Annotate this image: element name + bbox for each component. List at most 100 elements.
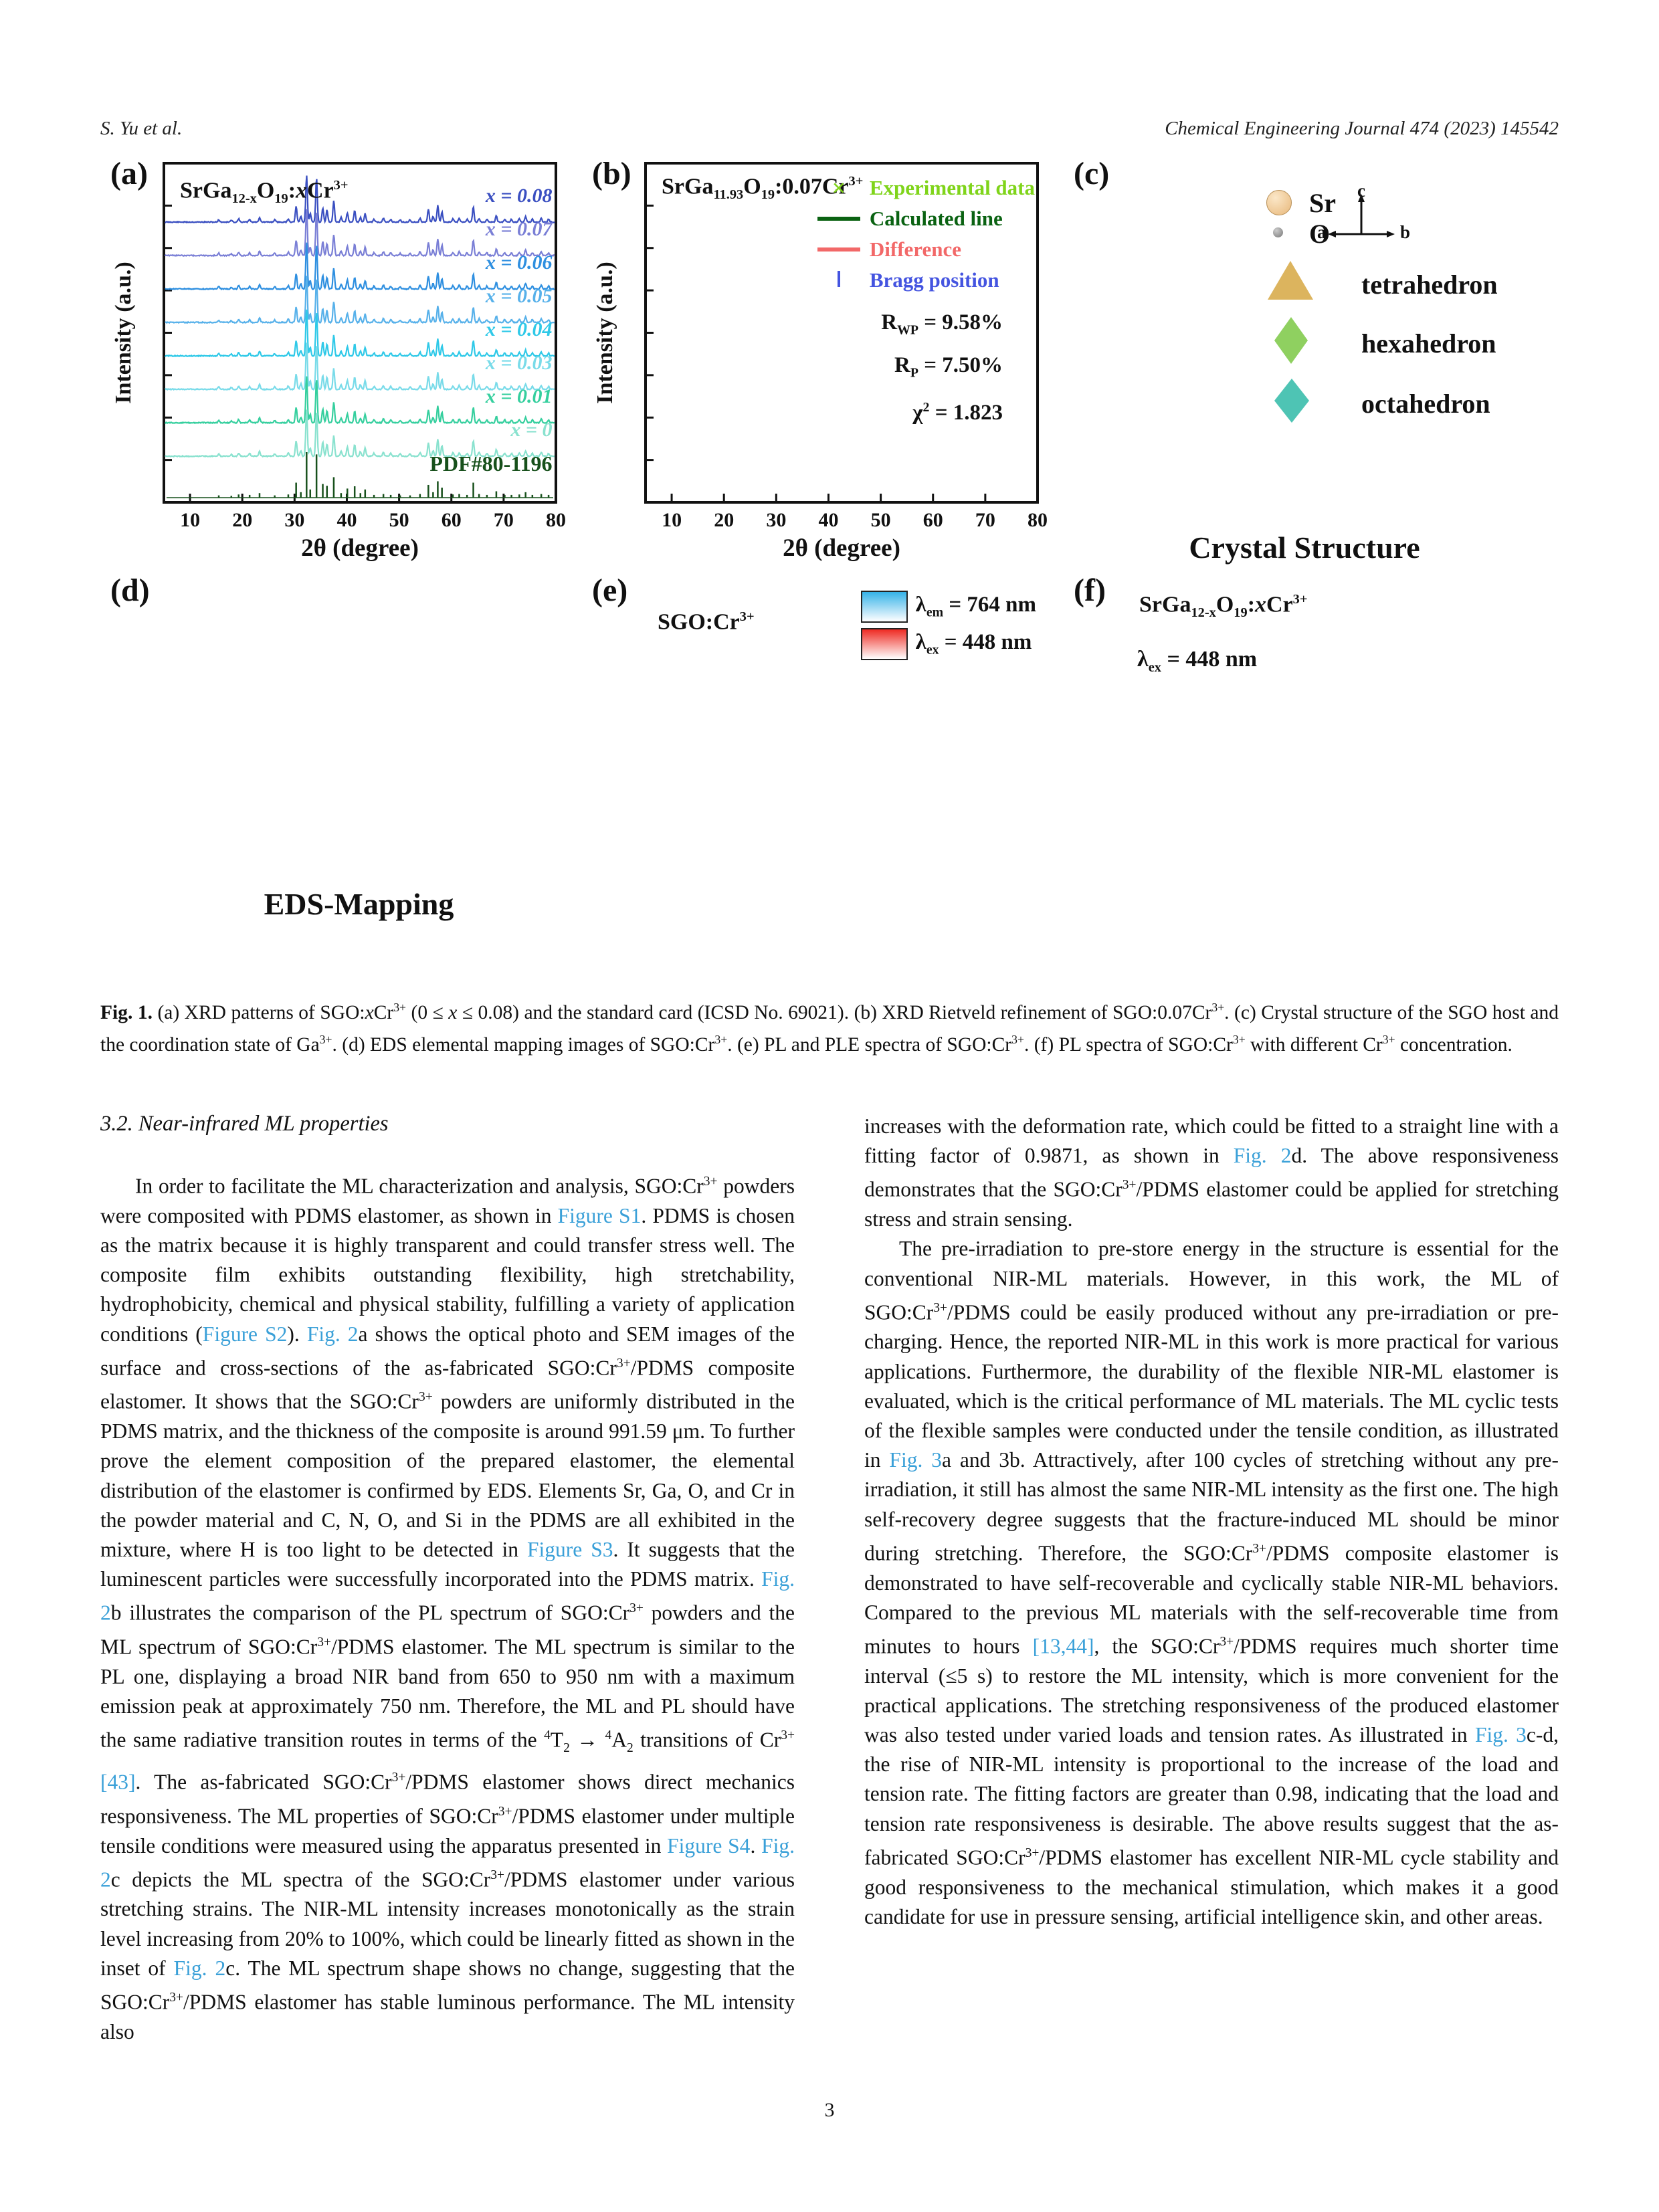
svg-text:30: 30 [284,509,304,531]
text-link[interactable]: Figure S2 [202,1322,288,1346]
eds-maps [110,572,565,880]
svg-text:40: 40 [336,509,357,531]
panel-a-tag: (a) [110,156,148,191]
hexahedron-label: hexahedron [1361,328,1496,359]
svg-text:50: 50 [871,509,891,531]
panel-f-title: SrGa12-xO19:xCr3+ [1139,592,1308,621]
paragraph: increases with the deformation rate, whi… [864,1114,1559,1231]
tetrahedron-label: tetrahedron [1361,270,1498,300]
rwp-value: RWP = 9.58% [881,310,1003,338]
page-header: S. Yu et al. Chemical Engineering Journa… [100,118,1559,140]
sr-legend-label: Sr [1309,188,1336,218]
line-swatch-icon [817,217,860,221]
svg-text:10: 10 [662,509,682,531]
header-journal: Chemical Engineering Journal 474 (2023) … [1165,118,1559,139]
svg-text:x = 0: x = 0 [510,419,552,441]
octahedron-label: octahedron [1361,389,1490,419]
text-link[interactable]: [13,44] [1032,1634,1094,1658]
svg-text:60: 60 [442,509,462,531]
excitation-gradient-icon [860,628,908,660]
panel-eds-mapping: (d) EDS-Mapping [110,572,565,987]
axis-b-label: b [1400,222,1411,242]
text-link[interactable]: Figure S4 [667,1833,751,1857]
svg-text:Intensity (a.u.): Intensity (a.u.) [111,262,136,404]
legend-item: Bragg position [817,265,1035,296]
concentration-inset-chart [1333,589,1534,796]
line-swatch-icon [817,247,860,252]
svg-text:PDF#80-1196: PDF#80-1196 [429,451,552,476]
legend-item: × Experimental data [817,173,1035,203]
panel-b-tag: (b) [592,156,631,191]
svg-text:2θ (degree): 2θ (degree) [783,534,900,562]
svg-text:40: 40 [818,509,838,531]
rp-value: RP = 7.50% [894,353,1003,381]
svg-text:60: 60 [923,509,943,531]
axes-icon [1328,194,1395,237]
right-column: increases with the deformation rate, whi… [864,1112,1559,1932]
panel-pl-concentration: (f) SrGa12-xO19:xCr3+ λex = 448 nm [1074,572,1535,987]
refinement-stats: RWP = 9.58% RP = 7.50% χ2 = 1.823 [881,305,1003,430]
svg-text:10: 10 [180,509,200,531]
svg-text:x = 0.07: x = 0.07 [485,218,553,240]
svg-text:x = 0.06: x = 0.06 [485,252,553,274]
panel-c-tag: (c) [1074,156,1110,191]
svg-text:x = 0.03: x = 0.03 [485,352,553,374]
panel-xrd-patterns: 10 20 30 40 50 60 70 80 2θ (degree) Intensity (a.… [110,155,566,567]
text-link[interactable]: Fig. 2 [306,1322,359,1346]
panel-rietveld: 10 20 30 40 50 60 70 80 2θ (degree) Intensity (a.… [592,155,1048,567]
o-legend-label: O [1309,219,1331,249]
text-link[interactable]: Fig. 3 [889,1448,942,1472]
cross-marker-icon: × [832,175,846,201]
eds-mapping-caption: EDS-Mapping [264,887,454,921]
tetrahedron-icon [1268,261,1313,300]
panel-a-title: SrGa12-xO19:xCr3+ [180,178,349,207]
text-link[interactable]: [43] [100,1770,136,1794]
text-link[interactable]: Fig. 2 [100,1833,795,1892]
legend-item: Calculated line [817,203,1035,234]
crystal-structure-caption: Crystal Structure [1189,530,1420,565]
figure-caption: Fig. 1. (a) XRD patterns of SGO:xCr3+ (0… [100,1001,1559,1055]
text-link[interactable]: Fig. 2 [173,1956,226,1980]
svg-text:x = 0.08: x = 0.08 [485,185,553,207]
svg-text:x = 0.01: x = 0.01 [485,385,553,407]
panel-f-tag: (f) [1074,573,1106,608]
svg-text:x = 0.05: x = 0.05 [485,285,553,307]
svg-text:20: 20 [232,509,252,531]
panel-crystal-structure: (c) Sr O c a b tetrahedron hexahedron oc… [1074,155,1535,573]
svg-text:50: 50 [389,509,409,531]
left-column: 3.2. Near-infrared ML properties In orde… [100,1112,795,2047]
panel-b-title: SrGa11.93O19:0.07Cr3+ [662,174,864,203]
paragraph: In order to facilitate the ML characteri… [100,1174,795,2043]
text-link[interactable]: Figure S1 [557,1203,642,1227]
header-author: S. Yu et al. [100,118,183,139]
axis-c-label: c [1357,181,1365,201]
sr-atom-icon [1266,190,1292,215]
svg-text:2θ (degree): 2θ (degree) [301,534,419,562]
text-link[interactable]: Fig. 2 [100,1567,795,1625]
text-link[interactable]: Figure S3 [527,1537,613,1561]
paragraph: The pre-irradiation to pre-store energy … [864,1237,1559,1928]
panel-pl-ple-spectra: SGO:Cr3+ (e) λem = 764 nm λex = 448 nm [592,572,1047,987]
xrd-chart: 10 20 30 40 50 60 70 80 2θ (degree) Intensity (a.… [111,162,566,562]
svg-text:70: 70 [494,509,514,531]
bragg-tick-icon [817,270,860,290]
svg-text:x = 0.04: x = 0.04 [485,318,553,340]
rietveld-legend: × Experimental data Calculated line Diffe… [817,173,1035,296]
legend-item: Difference [817,234,1035,265]
text-link[interactable]: Fig. 3 [1474,1723,1527,1747]
rietveld-chart: 10 20 30 40 50 60 70 80 2θ (degree) Intensity (a.… [593,162,1048,562]
svg-text:20: 20 [714,509,734,531]
panel-d-tag: (d) [110,573,150,608]
svg-text:80: 80 [1028,509,1047,531]
chi2-value: χ2 = 1.823 [912,400,1003,425]
svg-text:Intensity (a.u.): Intensity (a.u.) [593,262,617,404]
svg-text:30: 30 [766,509,786,531]
excitation-condition: λex = 448 nm [1137,647,1258,675]
text-link[interactable]: Fig. 2 [1233,1144,1292,1168]
section-heading: 3.2. Near-infrared ML properties [100,1112,389,1136]
legend-item: λex = 448 nm [860,625,1036,663]
panel-e-title: SGO:Cr3+ [658,609,755,635]
axis-a-label: a [1317,222,1327,242]
legend-item: λem = 764 nm [860,588,1036,625]
